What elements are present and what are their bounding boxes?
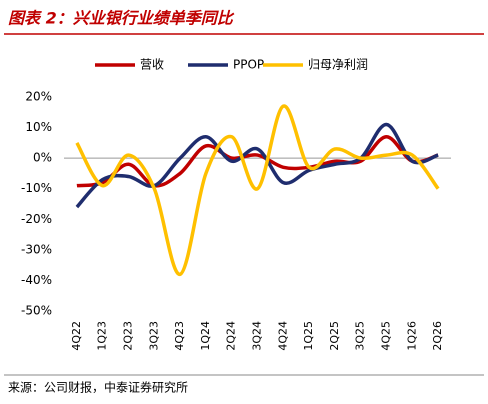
y-tick-label: -50% <box>21 304 52 318</box>
source: 来源：公司财报，中泰证券研究所 <box>8 380 188 395</box>
x-tick-label: 3Q24 <box>251 321 264 351</box>
x-tick-label: 3Q25 <box>354 321 367 351</box>
chart-title: 图表 2：兴业银行业绩单季同比 <box>8 9 235 28</box>
y-tick-label: -40% <box>21 273 52 287</box>
x-tick-label: 4Q24 <box>276 321 289 351</box>
x-tick-label: 3Q23 <box>147 321 160 351</box>
x-tick-label: 4Q22 <box>70 321 83 351</box>
legend-label: 归母净利润 <box>308 58 368 72</box>
x-tick-label: 1Q24 <box>199 321 212 351</box>
x-tick-label: 4Q23 <box>173 321 186 351</box>
y-tick-label: 0% <box>33 151 52 165</box>
y-tick-label: 10% <box>25 120 52 134</box>
x-tick-label: 4Q25 <box>380 321 393 351</box>
x-tick-label: 2Q23 <box>122 321 135 351</box>
x-tick-label: 1Q25 <box>302 321 315 351</box>
y-tick-label: -10% <box>21 181 52 195</box>
x-tick-label: 1Q26 <box>405 321 418 351</box>
x-tick-label: 2Q25 <box>328 321 341 351</box>
legend-label: PPOP <box>233 58 264 72</box>
x-tick-label: 2Q24 <box>225 321 238 351</box>
series-line <box>75 104 440 277</box>
x-tick-label: 2Q26 <box>431 321 444 351</box>
series-line <box>76 134 439 188</box>
x-tick-label: 1Q23 <box>96 321 109 351</box>
y-tick-label: 20% <box>25 90 52 104</box>
series-line <box>75 122 439 209</box>
y-tick-label: -30% <box>21 242 52 256</box>
legend-label: 营收 <box>140 58 164 72</box>
y-tick-label: -20% <box>21 212 52 226</box>
